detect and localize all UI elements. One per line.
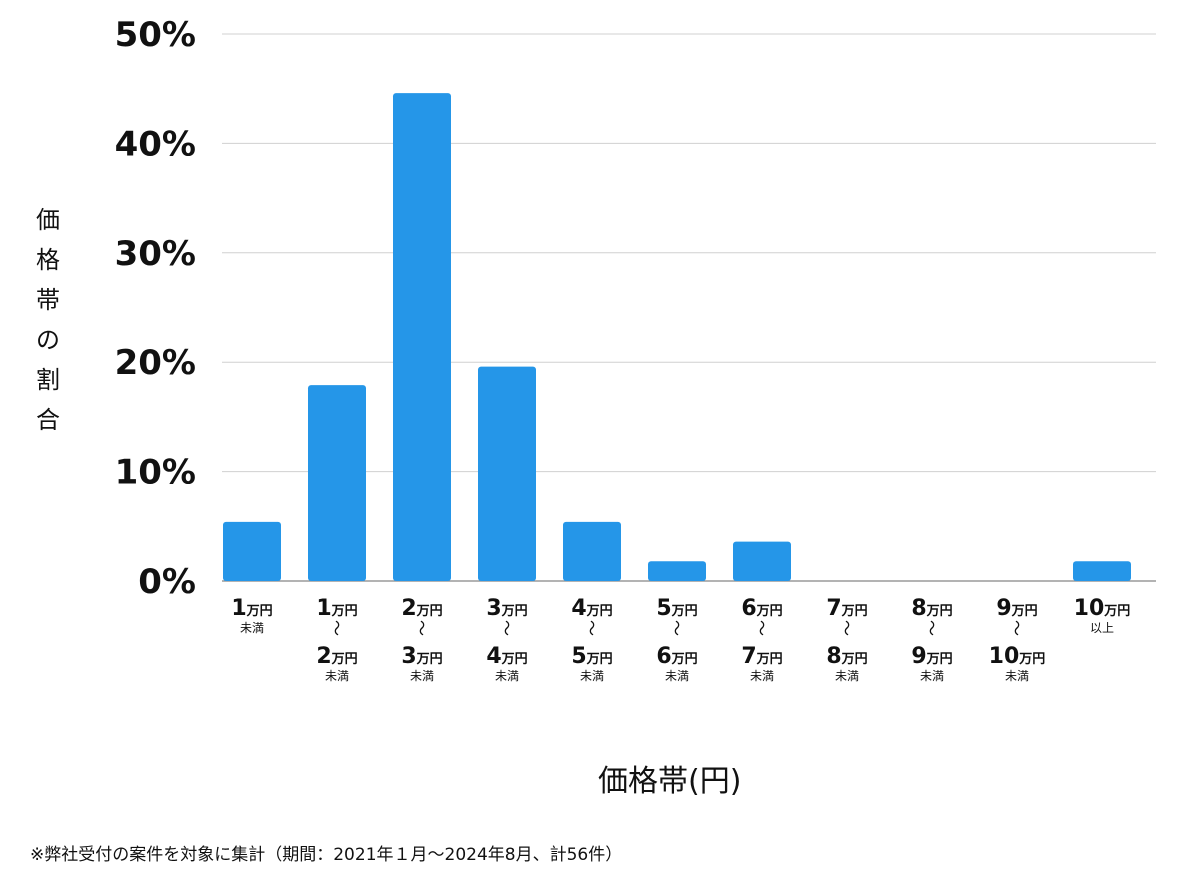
category-range-text: 2万円 [316, 644, 357, 669]
footnote: ※弊社受付の案件を対象に集計（期間：2021年１月〜2024年8月、計56件） [30, 845, 623, 865]
category-range-text: 4万円 [571, 596, 612, 621]
category-qualifier: 未満 [495, 669, 519, 683]
category-tilde: 〜 [327, 620, 346, 636]
category-range-text: 7万円 [741, 644, 782, 669]
x-axis-label: 価格帯(円) [598, 764, 742, 799]
y-axis-label-char: 割 [36, 366, 60, 394]
category-qualifier: 未満 [1005, 669, 1029, 683]
category-range-text: 7万円 [826, 596, 867, 621]
y-axis-label-char: 価 [36, 206, 60, 234]
y-tick-label: 50% [115, 15, 196, 55]
y-axis-label-char: 格 [36, 246, 60, 274]
category-range-text: 6万円 [656, 644, 697, 669]
category-range-text: 3万円 [401, 644, 442, 669]
y-axis-label-char: の [36, 326, 60, 354]
category-range-text: 5万円 [656, 596, 697, 621]
bar [223, 521, 281, 581]
category-qualifier: 未満 [240, 621, 264, 635]
x-category-labels: 1万円未満1万円〜2万円未満2万円〜3万円未満3万円〜4万円未満4万円〜5万円未… [231, 596, 1130, 683]
category-tilde: 〜 [1007, 620, 1026, 636]
category-qualifier: 未満 [580, 669, 604, 683]
category-qualifier: 未満 [325, 669, 349, 683]
category-range-text: 1万円 [316, 596, 357, 621]
category-qualifier: 未満 [410, 669, 434, 683]
category-range-text: 1万円 [231, 596, 272, 621]
category-range-text: 9万円 [911, 644, 952, 669]
category-tilde: 〜 [922, 620, 941, 636]
y-axis-label-char: 合 [36, 406, 60, 434]
category-range-text: 8万円 [911, 596, 952, 621]
bar [308, 385, 366, 581]
category-range-text: 3万円 [486, 596, 527, 621]
bar [563, 521, 621, 581]
category-range-text: 6万円 [741, 596, 782, 621]
category-range-text: 10万円 [1074, 596, 1131, 621]
gridlines [222, 33, 1156, 582]
category-tilde: 〜 [837, 620, 856, 636]
category-range-text: 9万円 [996, 596, 1037, 621]
category-tilde: 〜 [752, 620, 771, 636]
bar [1073, 561, 1131, 581]
category-range-text: 2万円 [401, 596, 442, 621]
y-tick-labels: 0% 10% 20% 30% 40% 50% [115, 15, 196, 602]
bar [733, 541, 791, 581]
y-tick-label: 30% [115, 234, 196, 274]
bar [478, 366, 536, 581]
category-qualifier: 未満 [835, 669, 859, 683]
y-axis-label-char: 帯 [36, 286, 60, 314]
category-tilde: 〜 [667, 620, 686, 636]
category-qualifier: 未満 [750, 669, 774, 683]
y-tick-label: 40% [115, 124, 196, 164]
category-range-text: 8万円 [826, 644, 867, 669]
category-tilde: 〜 [582, 620, 601, 636]
bars [223, 93, 1131, 582]
category-range-text: 10万円 [989, 644, 1046, 669]
y-tick-label: 20% [115, 343, 196, 383]
category-qualifier: 未満 [920, 669, 944, 683]
category-range-text: 4万円 [486, 644, 527, 669]
category-tilde: 〜 [412, 620, 431, 636]
bar [648, 561, 706, 581]
category-qualifier: 未満 [665, 669, 689, 683]
y-tick-label: 10% [115, 453, 196, 493]
y-tick-label: 0% [138, 562, 196, 602]
bar [393, 93, 451, 582]
category-range-text: 5万円 [571, 644, 612, 669]
category-qualifier: 以上 [1090, 621, 1114, 635]
category-tilde: 〜 [497, 620, 516, 636]
